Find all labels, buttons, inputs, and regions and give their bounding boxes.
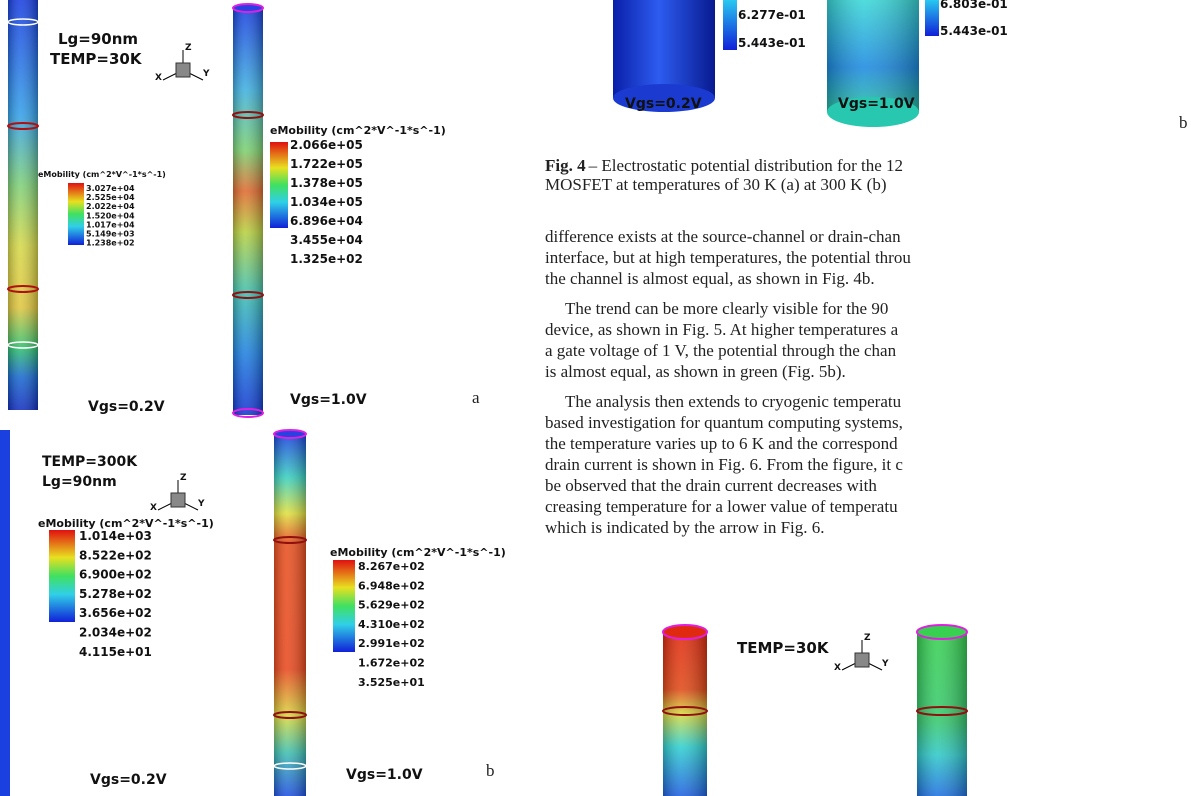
body-text: device, as shown in Fig. 5. At higher te… <box>545 320 899 339</box>
gate-length: Lg=90nm <box>58 30 138 48</box>
legend-value: 5.443e-01 <box>940 24 1008 38</box>
caption-label: Fig. 4 <box>545 156 586 175</box>
body-text: be observed that the drain current decre… <box>545 476 877 495</box>
legend-value: 6.896e+04 <box>290 214 363 228</box>
axis-triad <box>163 50 203 80</box>
legend-value: 8.522e+02 <box>79 548 152 562</box>
temperature: TEMP=30K <box>737 639 830 657</box>
legend-value: 1.014e+03 <box>79 529 152 543</box>
body-text: the temperature varies up to 6 K and the… <box>545 434 898 453</box>
bias-label: Vgs=0.2V <box>625 96 702 112</box>
body-text: is almost equal, as shown in green (Fig.… <box>545 362 846 381</box>
legend-value: 6.900e+02 <box>79 568 152 582</box>
body-text: drain current is shown in Fig. 6. From t… <box>545 455 903 474</box>
legend-value: 5.443e-01 <box>738 36 806 50</box>
body-text: which is indicated by the arrow in Fig. … <box>545 518 825 537</box>
legend-value: 8.267e+02 <box>358 560 425 573</box>
legend-title: eMobility (cm^2*V^-1*s^-1) <box>270 124 446 137</box>
legend-value: 5.149e+03 <box>86 230 135 239</box>
axis-triad <box>158 480 198 510</box>
legend-value: 1.722e+05 <box>290 157 363 171</box>
axis-label: Y <box>202 69 210 79</box>
body-text: creasing temperature for a lower value o… <box>545 497 898 516</box>
axis-label: Z <box>180 473 187 483</box>
bias-label: Vgs=0.2V <box>88 399 165 415</box>
legend-value: 1.238e+02 <box>86 239 135 248</box>
legend-value: 6.803e-01 <box>940 0 1008 11</box>
panel-letter: a <box>472 388 480 407</box>
legend-value: 5.278e+02 <box>79 587 152 601</box>
legend-value: 1.017e+04 <box>86 220 135 229</box>
legend-value: 4.310e+02 <box>358 618 425 631</box>
bias-label: Vgs=1.0V <box>838 96 915 112</box>
legend-value: 1.325e+02 <box>290 252 363 266</box>
legend-value: 3.525e+01 <box>358 676 425 689</box>
legend-value: 5.629e+02 <box>358 599 425 612</box>
legend-title: eMobility (cm^2*V^-1*s^-1) <box>330 546 506 559</box>
body-text: based investigation for quantum computin… <box>545 413 903 432</box>
legend-value: 2.034e+02 <box>79 626 152 640</box>
page: Lg=90nm TEMP=30K Z X YeMobility (cm^2*V^-1*s… <box>0 0 1191 796</box>
legend-value: 1.672e+02 <box>358 657 425 670</box>
axis-label: Z <box>185 43 192 53</box>
body-text: The analysis then extends to cryogenic t… <box>565 392 902 411</box>
legend-value: 1.378e+05 <box>290 176 363 190</box>
body-text: The trend can be more clearly visible fo… <box>565 299 888 318</box>
legend-value: 4.115e+01 <box>79 645 152 659</box>
body-text: the channel is almost equal, as shown in… <box>545 269 875 288</box>
bias-label: Vgs=1.0V <box>346 767 423 783</box>
caption-text: MOSFET at temperatures of 30 K (a) at 30… <box>545 175 887 194</box>
legend-value: 6.277e-01 <box>738 8 806 22</box>
axis-label: X <box>150 503 157 513</box>
legend-value: 6.948e+02 <box>358 579 425 592</box>
axis-triad <box>842 640 882 670</box>
axis-label: Y <box>197 499 205 509</box>
axis-label: X <box>834 663 841 673</box>
body-text: difference exists at the source-channel … <box>545 227 901 246</box>
legend-value: 3.656e+02 <box>79 606 152 620</box>
legend-value: 2.022e+04 <box>86 202 135 211</box>
legend-value: 2.066e+05 <box>290 138 363 152</box>
panel-letter: b <box>1179 113 1188 132</box>
caption-text: – Electrostatic potential distribution f… <box>588 156 903 175</box>
legend-value: 1.520e+04 <box>86 211 135 220</box>
temperature: TEMP=30K <box>50 50 143 68</box>
bias-label: Vgs=1.0V <box>290 392 367 408</box>
panel-letter: b <box>486 761 495 780</box>
legend-value: 1.034e+05 <box>290 195 363 209</box>
axis-label: Z <box>864 633 871 643</box>
axis-label: X <box>155 73 162 83</box>
legend-title: eMobility (cm^2*V^-1*s^-1) <box>38 170 166 179</box>
legend-value: 3.027e+04 <box>86 184 135 193</box>
gate-length: Lg=90nm <box>42 474 117 490</box>
temperature: TEMP=300K <box>42 454 138 470</box>
legend-value: 2.525e+04 <box>86 193 135 202</box>
axis-label: Y <box>881 659 889 669</box>
legend-value: 3.455e+04 <box>290 233 363 247</box>
bias-label: Vgs=0.2V <box>90 772 167 788</box>
body-text: a gate voltage of 1 V, the potential thr… <box>545 341 897 360</box>
body-text: interface, but at high temperatures, the… <box>545 248 911 267</box>
legend-value: 2.991e+02 <box>358 637 425 650</box>
